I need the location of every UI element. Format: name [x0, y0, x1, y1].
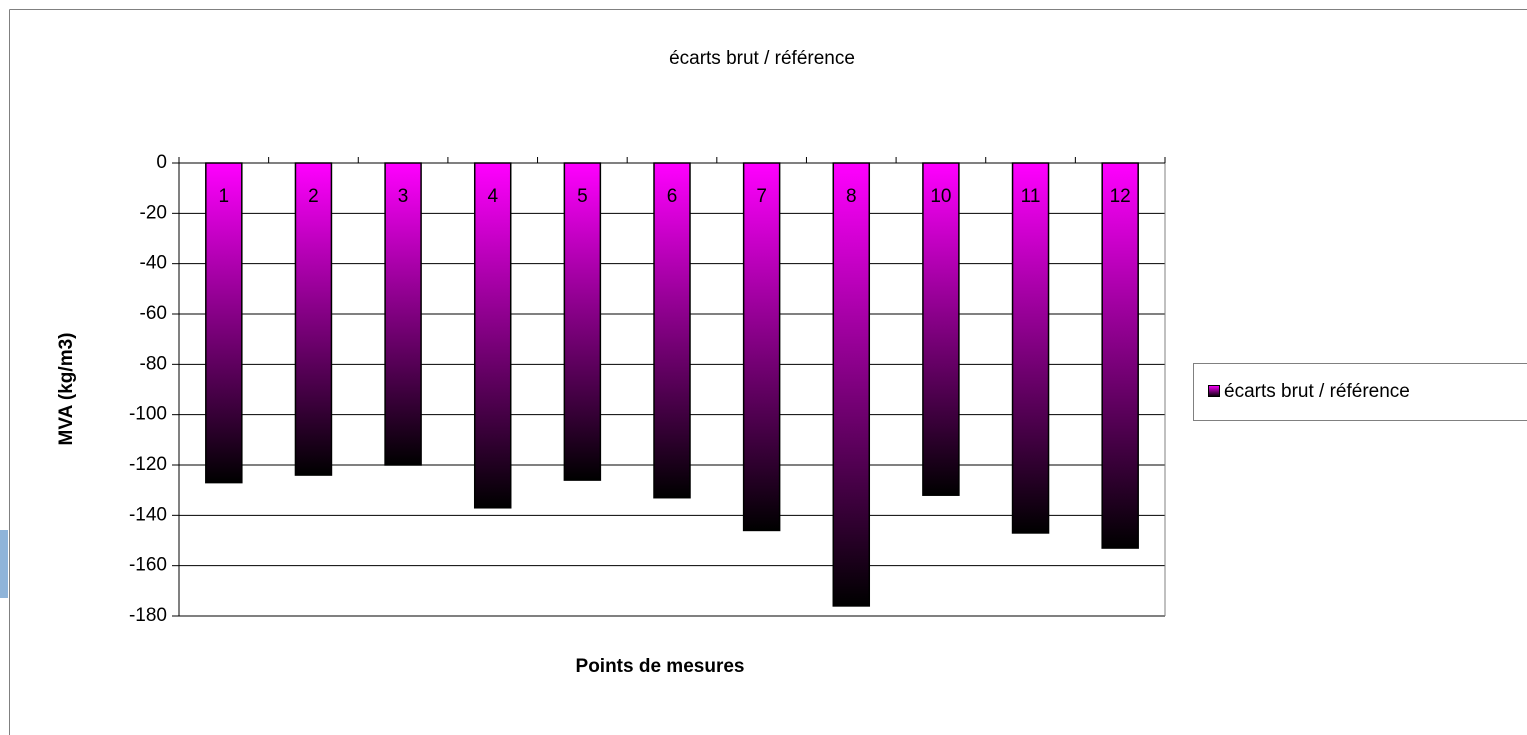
y-tick-label: -180: [129, 605, 167, 626]
x-tick-label: 4: [487, 186, 498, 207]
legend-label: écarts brut / référence: [1224, 381, 1410, 402]
bar: [653, 162, 691, 499]
y-tick-label: -60: [140, 303, 167, 324]
x-tick-label: 7: [756, 186, 767, 207]
chart-title: écarts brut / référence: [669, 48, 855, 69]
y-axis-title: MVA (kg/m3): [56, 333, 77, 446]
x-tick-label: 3: [398, 186, 409, 207]
x-axis-title: Points de mesures: [576, 656, 745, 677]
x-tick-label: 1: [219, 186, 230, 207]
bar: [832, 162, 871, 607]
side-decoration: [0, 530, 8, 598]
y-tick-label: -120: [129, 454, 167, 475]
x-tick-label: 12: [1110, 186, 1131, 207]
x-tick-label: 6: [667, 186, 678, 207]
bar: [1101, 162, 1139, 549]
legend-swatch: [1208, 385, 1220, 397]
bar: [473, 162, 512, 509]
x-tick-label: 8: [846, 186, 857, 207]
y-tick-label: -20: [140, 202, 167, 223]
y-tick-label: 0: [156, 152, 167, 173]
bar: [294, 162, 333, 476]
x-tick-label: 5: [577, 186, 588, 207]
legend-box: [1193, 363, 1527, 421]
y-tick-label: -160: [129, 555, 167, 576]
y-tick-label: -100: [129, 404, 167, 425]
bar: [563, 162, 602, 481]
bar: [205, 162, 243, 484]
bar: [1011, 162, 1050, 534]
bar: [922, 162, 960, 496]
y-tick-label: -140: [129, 504, 167, 525]
x-tick-label: 11: [1021, 186, 1041, 207]
bar: [742, 162, 781, 532]
bar: [384, 162, 422, 466]
x-tick-label: 10: [930, 186, 951, 207]
x-tick-label: 2: [308, 186, 319, 207]
y-tick-label: -80: [140, 353, 167, 374]
y-tick-label: -40: [140, 253, 167, 274]
